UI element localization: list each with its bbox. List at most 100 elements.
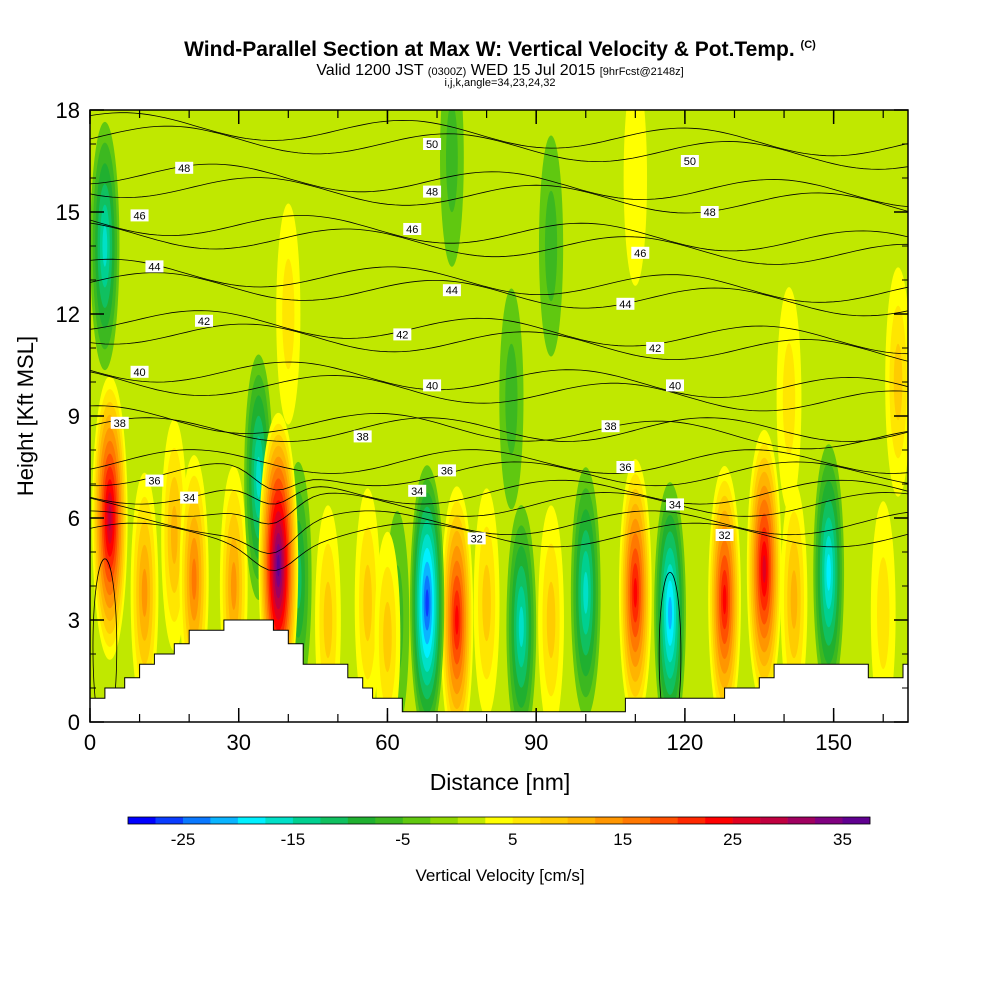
theta-contour (90, 112, 908, 157)
theta-contour (90, 222, 908, 265)
theta-contour (90, 215, 908, 252)
theta-label-box (437, 464, 456, 477)
colorbar-tick-label: -5 (395, 830, 410, 849)
x-tick-label: 120 (667, 730, 704, 755)
theta-contour (90, 125, 908, 170)
velocity-cell (505, 343, 518, 455)
theta-label: 34 (183, 493, 195, 505)
theta-contour (90, 510, 908, 555)
colorbar-label: Vertical Velocity [cm/s] (415, 866, 584, 885)
velocity-cell (790, 570, 798, 629)
terrain-profile (90, 619, 908, 722)
y-tick-label: 18 (56, 98, 80, 123)
theta-label-box (442, 284, 461, 297)
theta-contour (90, 163, 908, 207)
theta-label-box (408, 484, 427, 497)
theta-label: 40 (133, 367, 145, 379)
theta-contour (90, 371, 908, 412)
theta-label: 50 (426, 139, 438, 151)
velocity-cell (425, 589, 429, 617)
colorbar-swatch (375, 817, 404, 824)
theta-contour (90, 310, 908, 355)
theta-label: 40 (669, 380, 681, 392)
theta-contour (90, 272, 908, 317)
theta-contour (90, 522, 908, 571)
theta-label-box (393, 328, 412, 341)
chart-subtitle: Valid 1200 JST (0300Z) WED 15 Jul 2015 [… (0, 62, 1000, 80)
velocity-cell (482, 564, 491, 642)
velocity-cell (191, 558, 197, 600)
colorbar-swatch (815, 817, 843, 824)
velocity-cell (455, 605, 459, 635)
colorbar-swatch (760, 817, 788, 824)
colorbar-swatch (622, 817, 651, 824)
colorbar-tick-label: 25 (723, 830, 742, 849)
velocity-cell (893, 343, 903, 421)
colorbar-frame (127, 816, 871, 825)
velocity-cell (383, 601, 392, 673)
colorbar-swatch (320, 817, 349, 824)
velocity-cell (282, 258, 295, 370)
theta-label: 46 (406, 224, 418, 236)
theta-label-box (665, 379, 684, 392)
theta-label: 32 (718, 530, 730, 542)
theta-contour (90, 177, 908, 214)
velocity-cell (102, 225, 108, 267)
theta-label-box (180, 491, 199, 504)
colorbar-swatch (650, 817, 678, 824)
theta-label-box (195, 314, 214, 327)
theta-label-box (680, 155, 699, 167)
velocity-cell (323, 581, 333, 659)
colorbar-swatch (183, 817, 211, 824)
theta-label-box (423, 379, 442, 392)
forecast-info: [9hrFcst@2148z] (599, 66, 684, 78)
theta-label: 44 (619, 299, 631, 311)
velocity-cell (633, 578, 638, 608)
theta-label-box (175, 161, 194, 174)
theta-contour (90, 361, 908, 398)
velocity-cell (276, 554, 280, 577)
terrain (90, 619, 908, 722)
velocity-cell (363, 564, 372, 642)
colorbar-swatch (732, 817, 761, 824)
theta-label-box (715, 529, 734, 541)
theta-label-box (601, 420, 620, 433)
colorbar-swatch (210, 817, 239, 824)
colorbar-tick-label: 5 (508, 830, 517, 849)
theta-label: 46 (634, 248, 646, 260)
theta-contour (90, 258, 908, 303)
theta-label-box (130, 365, 149, 378)
velocity-cell (546, 581, 556, 659)
velocity-cell (722, 584, 727, 615)
x-tick-label: 0 (84, 730, 96, 755)
theta-contours (90, 112, 908, 722)
theta-label: 36 (441, 465, 453, 477)
colorbar-swatch (457, 817, 486, 824)
x-axis-label: Distance [nm] (430, 769, 571, 795)
velocity-cell (782, 343, 796, 455)
colorbar-swatch (402, 817, 431, 824)
velocity-cell (762, 555, 766, 583)
theta-label: 42 (396, 329, 408, 341)
theta-label: 44 (148, 261, 160, 273)
chart-title: Wind-Parallel Section at Max W: Vertical… (0, 38, 1000, 62)
velocity-cell (256, 456, 261, 498)
theta-contour (90, 323, 908, 362)
x-tick-label: 90 (524, 730, 548, 755)
colorbar-swatch (292, 817, 321, 824)
velocity-cell (446, 110, 458, 213)
theta-label-box (646, 342, 665, 354)
colorbar-swatch (567, 817, 596, 824)
theta-label-box (467, 532, 486, 545)
x-tick-label: 150 (815, 730, 852, 755)
colorbar-swatch (347, 817, 376, 824)
colorbar-swatch (595, 817, 623, 824)
colorbar-tick-label: 35 (833, 830, 852, 849)
colorbar-swatch (787, 817, 816, 824)
theta-label-box (423, 185, 442, 198)
theta-contour (90, 461, 908, 491)
theta-label: 34 (669, 499, 681, 511)
velocity-cell (668, 596, 673, 630)
colorbar-tick-label: -15 (281, 830, 306, 849)
